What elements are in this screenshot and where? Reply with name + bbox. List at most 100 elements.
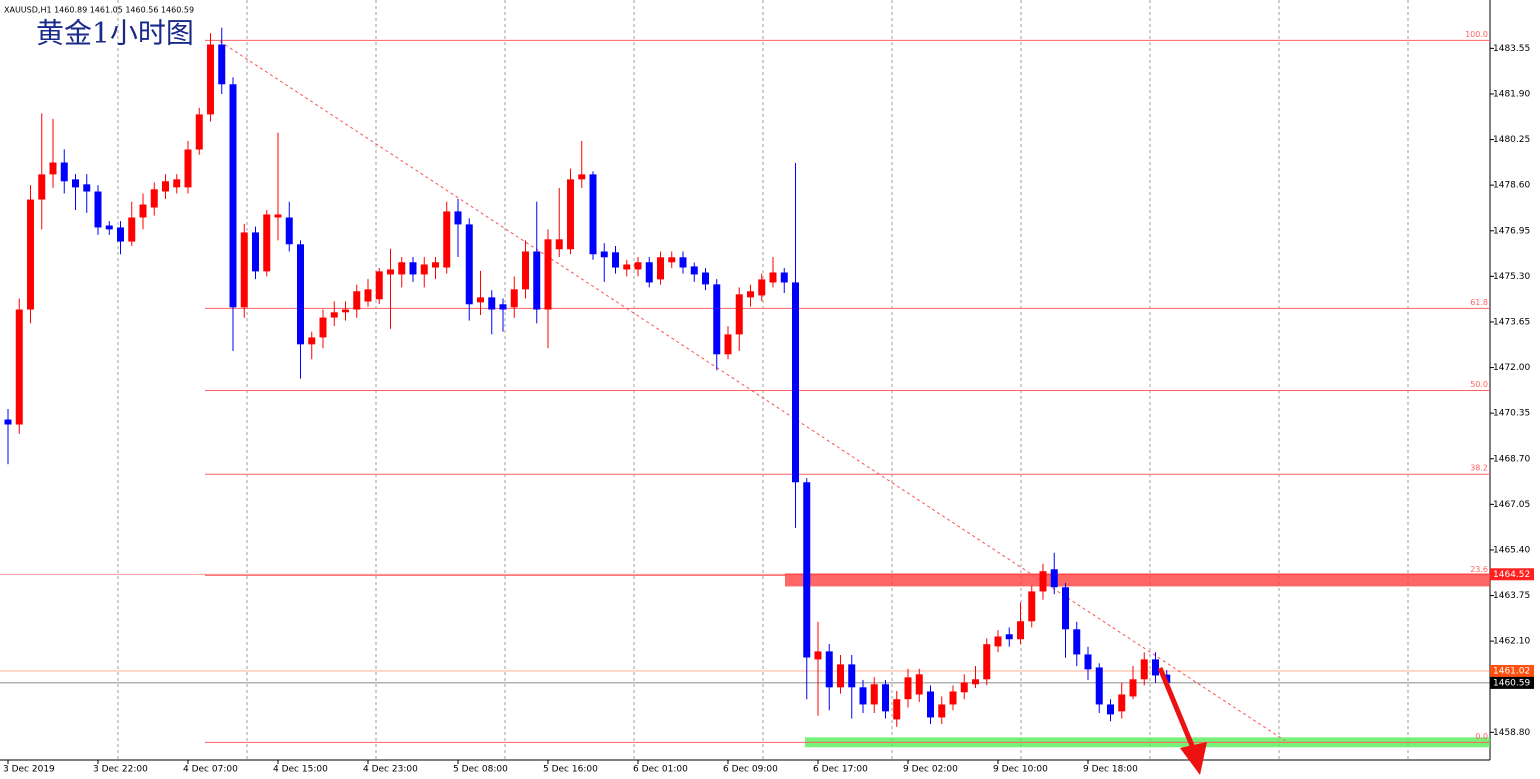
candle-body	[375, 271, 383, 300]
candle-body	[1039, 571, 1047, 592]
candle-body	[994, 636, 1002, 647]
candle-body	[117, 227, 124, 242]
candle-body	[1118, 694, 1126, 712]
arrow-head	[1180, 742, 1207, 775]
y-tick-label: 1467.05	[1493, 500, 1530, 510]
trend-line	[219, 41, 1286, 742]
candle-body	[825, 651, 833, 688]
candle-body	[634, 262, 642, 270]
price-marker-label: 1464.52	[1493, 570, 1530, 580]
y-tick-label: 1468.70	[1493, 454, 1530, 464]
candle-body	[870, 684, 878, 705]
candle-body	[60, 162, 68, 182]
candle-body	[758, 279, 766, 296]
candle-body	[218, 44, 226, 85]
x-tick-label: 4 Dec 23:00	[363, 765, 418, 775]
candle-body	[747, 291, 754, 298]
candle-body	[83, 184, 91, 192]
fib-label: 61.8	[1470, 298, 1488, 307]
candle-body	[195, 114, 203, 150]
candle-body	[1017, 621, 1024, 640]
y-tick-label: 1483.55	[1493, 44, 1530, 54]
x-tick-label: 5 Dec 16:00	[543, 765, 598, 775]
candle-body	[679, 257, 687, 268]
candle-body	[443, 211, 451, 268]
arrow	[1157, 667, 1196, 749]
candle-body	[285, 217, 293, 245]
candle-body	[1152, 659, 1159, 676]
candle-body	[387, 269, 394, 275]
candle-body	[904, 677, 912, 700]
zone	[785, 573, 1490, 587]
candle-body	[4, 419, 12, 425]
symbol-info: XAUUSD,H1 1460.89 1461.05 1460.56 1460.5…	[4, 6, 194, 15]
candle-body	[567, 179, 574, 250]
candle-body	[1028, 591, 1036, 622]
x-tick-label: 9 Dec 10:00	[993, 765, 1048, 775]
x-tick-label: 4 Dec 07:00	[183, 765, 238, 775]
candle-body	[1140, 659, 1148, 680]
candle-body	[488, 297, 496, 310]
price-marker-box	[1490, 676, 1534, 689]
candle-body	[297, 244, 304, 345]
candle-body	[139, 204, 147, 218]
candle-body	[454, 211, 462, 225]
candle-body	[49, 162, 57, 175]
candle-body	[162, 181, 169, 192]
y-tick-label: 1472.00	[1493, 363, 1530, 373]
price-marker-box	[1490, 665, 1534, 678]
candle-body	[274, 214, 282, 218]
x-tick-label: 6 Dec 09:00	[723, 765, 778, 775]
y-tick-label: 1478.60	[1493, 181, 1530, 191]
candle-body	[398, 262, 406, 275]
y-tick-label: 1458.80	[1493, 728, 1530, 738]
y-tick-label: 1462.10	[1493, 637, 1530, 647]
candle-body	[1062, 587, 1069, 630]
price-marker-label: 1461.02	[1493, 667, 1530, 677]
x-tick-label: 6 Dec 01:00	[633, 765, 688, 775]
candle-body	[173, 179, 181, 188]
x-tick-label: 9 Dec 02:00	[903, 765, 958, 775]
x-tick-label: 5 Dec 08:00	[453, 765, 508, 775]
plot: 100.0 61.8 50.0 38.2 23.6 0.0 1483.55 1481.90 14…	[0, 27, 1534, 775]
candle-body	[927, 691, 934, 718]
y-tick-label: 1465.40	[1493, 545, 1530, 555]
candle-body	[803, 482, 811, 658]
fib-label: 100.0	[1465, 30, 1488, 39]
candle-body	[645, 262, 653, 283]
candle-body	[612, 252, 619, 268]
candle-body	[420, 264, 428, 275]
candle-body	[353, 291, 361, 310]
candle-body	[229, 84, 237, 308]
candle-body	[623, 264, 631, 270]
fib-label: 0.0	[1475, 732, 1488, 741]
candle-body	[252, 232, 259, 272]
candle-body	[657, 257, 664, 280]
price-marker-box	[1490, 568, 1534, 581]
chart-title: 黄金1小时图	[36, 17, 194, 50]
candle-body	[510, 289, 518, 308]
fib-label: 50.0	[1470, 380, 1488, 389]
candle-body	[342, 309, 349, 313]
candle-body	[1005, 634, 1013, 640]
candle-body	[938, 704, 946, 718]
candle-body	[960, 682, 968, 693]
y-tick-label: 1475.30	[1493, 272, 1530, 282]
candle-body	[27, 199, 34, 310]
candle-body	[38, 174, 46, 200]
vertical-grid	[117, 0, 1409, 760]
candle-body	[769, 272, 777, 283]
y-tick-label: 1470.35	[1493, 409, 1530, 419]
candle-body	[184, 149, 192, 188]
candle-body	[72, 179, 79, 188]
candle-body	[499, 304, 507, 310]
candle-body	[972, 679, 979, 685]
candle-body	[207, 44, 214, 115]
candle-body	[713, 284, 721, 355]
y-tick-label: 1476.95	[1493, 226, 1530, 236]
candle-body	[724, 334, 732, 355]
candle-body	[859, 687, 867, 705]
candle-body	[477, 297, 484, 303]
